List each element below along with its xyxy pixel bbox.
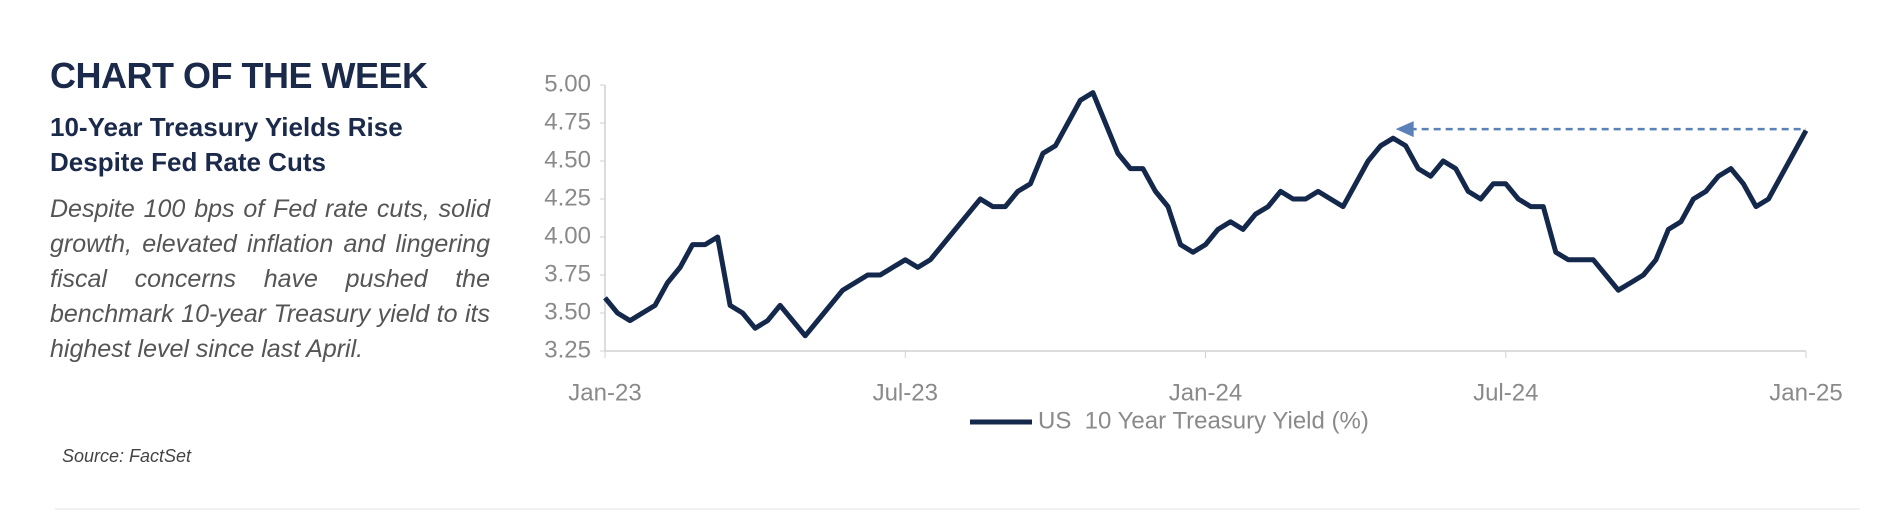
body-text: Despite 100 bps of Fed rate cuts, solid … bbox=[50, 195, 490, 363]
x-tick-label: Jan-23 bbox=[568, 379, 641, 406]
y-tick-label: 4.25 bbox=[544, 184, 591, 211]
y-tick-label: 3.75 bbox=[544, 260, 591, 287]
y-tick-label: 4.75 bbox=[544, 108, 591, 135]
x-tick-label: Jan-25 bbox=[1769, 379, 1842, 406]
x-tick-label: Jul-24 bbox=[1473, 379, 1538, 406]
line-series bbox=[603, 90, 1809, 339]
y-tick-label: 3.50 bbox=[544, 298, 591, 325]
y-tick-label: 4.00 bbox=[544, 222, 591, 249]
subtitle: 10-Year Treasury Yields Rise bbox=[50, 112, 403, 142]
source: Source: FactSet bbox=[62, 446, 192, 466]
x-tick-label: Jan-24 bbox=[1169, 379, 1242, 406]
legend-label: US 10 Year Treasury Yield (%) bbox=[1038, 407, 1369, 434]
subtitle: Despite Fed Rate Cuts bbox=[50, 147, 326, 177]
y-tick-label: 3.25 bbox=[544, 336, 591, 363]
y-tick-label: 5.00 bbox=[544, 70, 591, 97]
page-title: CHART OF THE WEEK bbox=[50, 55, 428, 96]
y-tick-label: 4.50 bbox=[544, 146, 591, 173]
x-tick-label: Jul-23 bbox=[873, 379, 938, 406]
arrow-head bbox=[1395, 121, 1414, 138]
divider bbox=[55, 508, 1860, 510]
